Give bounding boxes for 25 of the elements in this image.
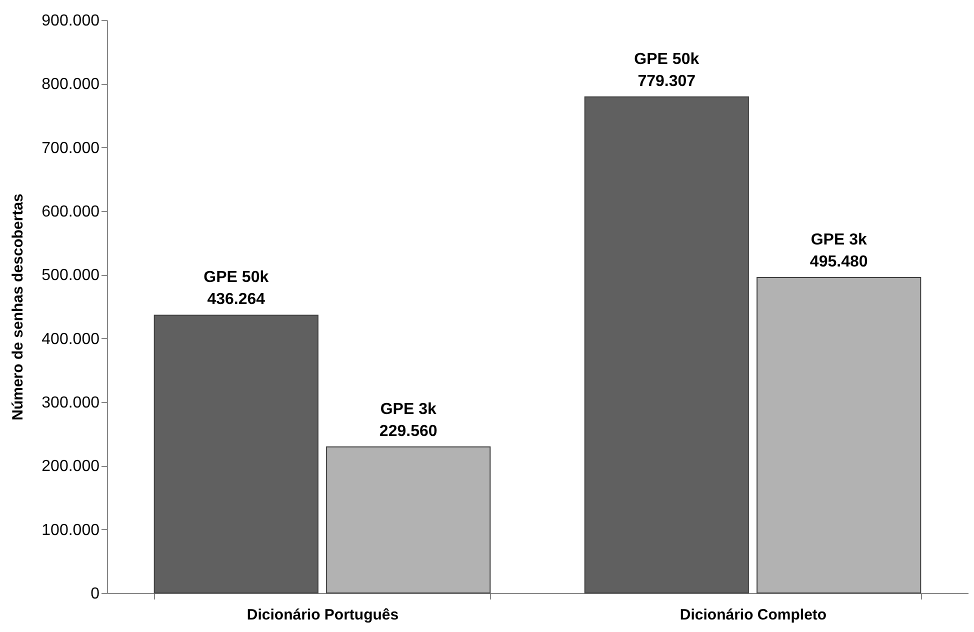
y-tick-label: 0 <box>90 586 100 602</box>
bar <box>756 277 922 594</box>
y-tick-label: 200.000 <box>42 458 100 476</box>
data-label: 495.480 <box>810 254 868 271</box>
y-axis-title: Número de senhas descobertas <box>10 194 27 420</box>
bar <box>154 314 318 594</box>
bar <box>326 446 491 594</box>
y-tick-label: 300.000 <box>42 394 100 412</box>
y-tick-label: 600.000 <box>42 204 100 220</box>
series-label: GPE 50k <box>204 269 269 286</box>
series-label: GPE 3k <box>380 400 436 418</box>
data-label: 436.264 <box>207 291 266 308</box>
y-tick-label: 400.000 <box>42 330 100 348</box>
y-tick-label: 500.000 <box>42 267 100 284</box>
y-tick-label: 800.000 <box>42 76 100 94</box>
bar <box>584 96 749 594</box>
data-label: 779.307 <box>638 72 696 90</box>
x-tick-label: Dicionário Completo <box>680 606 827 624</box>
y-tick-label: 700.000 <box>42 140 100 157</box>
x-tick-label: Dicionário Português <box>246 606 399 624</box>
text: GPE 50k <box>634 50 700 68</box>
text: GPE 3k <box>810 232 867 249</box>
y-tick-label: 900.000 <box>42 12 100 30</box>
y-tick-label: 100.000 <box>42 522 100 539</box>
data-label: 229.560 <box>379 422 438 440</box>
